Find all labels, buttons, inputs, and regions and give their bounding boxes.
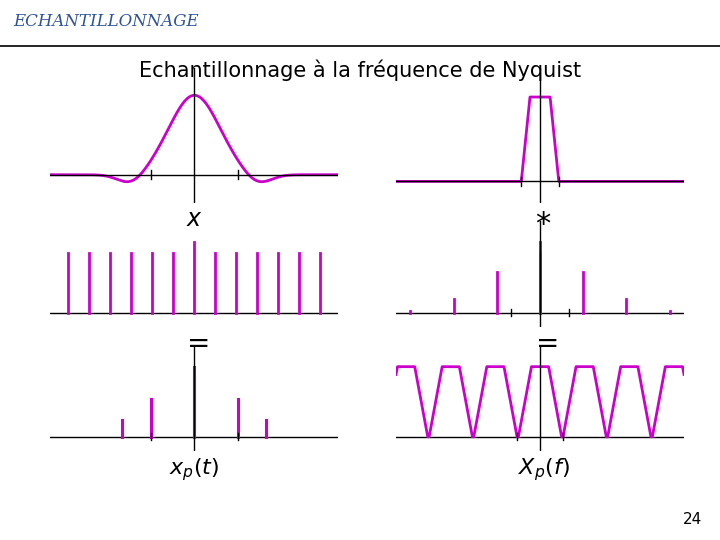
Text: $=$: $=$ <box>530 329 557 356</box>
Text: $x$: $x$ <box>186 208 203 231</box>
Text: $X_p(f)$: $X_p(f)$ <box>518 456 570 483</box>
Text: 24: 24 <box>683 511 702 526</box>
Text: Echantillonnage à la fréquence de Nyquist: Echantillonnage à la fréquence de Nyquis… <box>139 59 581 81</box>
Text: $=$: $=$ <box>181 329 208 356</box>
Text: ECHANTILLONNAGE: ECHANTILLONNAGE <box>13 14 199 30</box>
Text: $*$: $*$ <box>536 208 552 237</box>
Text: $x_p(t)$: $x_p(t)$ <box>169 456 220 483</box>
